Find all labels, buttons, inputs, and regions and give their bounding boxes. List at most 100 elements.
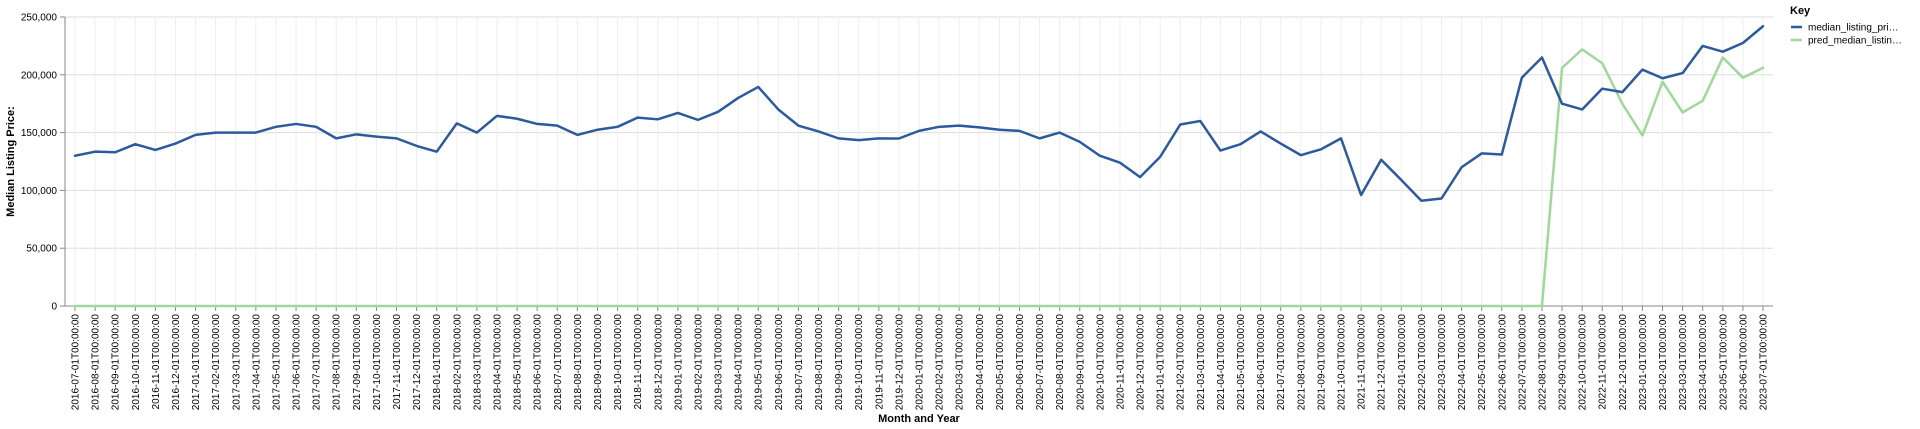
- x-tick-label: 2020-03-01T00:00:00: [955, 314, 966, 411]
- x-tick-label: 2022-01-01T00:00:00: [1397, 314, 1408, 411]
- legend: Key median_listing_pri… pred_median_listi…: [1790, 5, 1902, 47]
- x-tick-label: 2017-02-01T00:00:00: [211, 314, 222, 411]
- x-tick-label: 2023-04-01T00:00:00: [1698, 314, 1709, 411]
- x-tick-label: 2017-06-01T00:00:00: [292, 314, 303, 411]
- x-tick-label: 2021-01-01T00:00:00: [1156, 314, 1167, 411]
- legend-title: Key: [1790, 5, 1811, 17]
- x-tick-label: 2021-10-01T00:00:00: [1337, 314, 1348, 411]
- x-tick-label: 2020-05-01T00:00:00: [995, 314, 1006, 411]
- x-tick-label: 2020-09-01T00:00:00: [1075, 314, 1086, 411]
- x-tick-label: 2017-05-01T00:00:00: [271, 314, 282, 411]
- x-tick-label: 2019-06-01T00:00:00: [774, 314, 785, 411]
- x-tick-label: 2017-12-01T00:00:00: [412, 314, 423, 411]
- x-tick-label: 2022-06-01T00:00:00: [1497, 314, 1508, 411]
- x-tick-label: 2021-09-01T00:00:00: [1316, 314, 1327, 411]
- y-axis-ticks: 0 50,000 100,000 150,000 200,000 250,000: [21, 13, 65, 313]
- x-tick-label: 2023-01-01T00:00:00: [1638, 314, 1649, 411]
- x-tick-label: 2021-06-01T00:00:00: [1256, 314, 1267, 411]
- x-tick-label: 2022-02-01T00:00:00: [1417, 314, 1428, 411]
- x-tick-label: 2020-12-01T00:00:00: [1136, 314, 1147, 411]
- x-tick-label: 2020-01-01T00:00:00: [915, 314, 926, 411]
- x-tick-label: 2018-12-01T00:00:00: [653, 314, 664, 411]
- x-tick-label: 2022-08-01T00:00:00: [1537, 314, 1548, 411]
- x-tick-label: 2017-01-01T00:00:00: [191, 314, 202, 411]
- x-tick-label: 2016-11-01T00:00:00: [151, 314, 162, 410]
- x-tick-label: 2018-11-01T00:00:00: [633, 314, 644, 410]
- x-tick-label: 2019-10-01T00:00:00: [854, 314, 865, 411]
- x-tick-label: 2019-02-01T00:00:00: [693, 314, 704, 411]
- x-tick-label: 2020-07-01T00:00:00: [1035, 314, 1046, 411]
- x-tick-label: 2018-07-01T00:00:00: [553, 314, 564, 411]
- x-axis-title: Month and Year: [878, 413, 960, 425]
- x-tick-label: 2017-11-01T00:00:00: [392, 314, 403, 410]
- x-tick-label: 2023-06-01T00:00:00: [1738, 314, 1749, 411]
- x-tick-label: 2022-04-01T00:00:00: [1457, 314, 1468, 411]
- x-tick-label: 2019-03-01T00:00:00: [714, 314, 725, 411]
- x-axis-ticks: 2016-07-01T00:00:00 2016-08-01T00:00:00 20…: [71, 306, 1770, 410]
- x-tick-label: 2018-10-01T00:00:00: [613, 314, 624, 411]
- x-tick-label: 2021-12-01T00:00:00: [1377, 314, 1388, 411]
- gridlines: [65, 16, 1773, 307]
- x-tick-label: 2022-05-01T00:00:00: [1477, 314, 1488, 411]
- x-tick-label: 2019-09-01T00:00:00: [834, 314, 845, 411]
- x-tick-label: 2018-04-01T00:00:00: [493, 314, 504, 411]
- x-tick-label: 2022-12-01T00:00:00: [1618, 314, 1629, 411]
- x-tick-label: 2021-08-01T00:00:00: [1296, 314, 1307, 411]
- x-tick-label: 2016-10-01T00:00:00: [131, 314, 142, 411]
- x-tick-label: 2019-04-01T00:00:00: [734, 314, 745, 411]
- series-lines: [73, 25, 1765, 308]
- x-tick-label: 2020-02-01T00:00:00: [935, 314, 946, 411]
- x-tick-label: 2016-12-01T00:00:00: [171, 314, 182, 411]
- y-tick-label: 150,000: [21, 128, 58, 139]
- x-tick-label: 2019-08-01T00:00:00: [814, 314, 825, 411]
- x-tick-label: 2020-04-01T00:00:00: [975, 314, 986, 411]
- x-tick-label: 2018-05-01T00:00:00: [513, 314, 524, 411]
- x-tick-label: 2021-11-01T00:00:00: [1357, 314, 1368, 410]
- x-tick-label: 2019-07-01T00:00:00: [794, 314, 805, 411]
- x-tick-label: 2019-12-01T00:00:00: [894, 314, 905, 411]
- x-tick-label: 2020-11-01T00:00:00: [1115, 314, 1126, 410]
- x-tick-label: 2023-02-01T00:00:00: [1658, 314, 1669, 411]
- x-tick-label: 2021-02-01T00:00:00: [1176, 314, 1187, 411]
- x-tick-label: 2017-10-01T00:00:00: [372, 314, 383, 411]
- x-tick-label: 2019-01-01T00:00:00: [673, 314, 684, 411]
- x-tick-label: 2018-06-01T00:00:00: [533, 314, 544, 411]
- y-tick-label: 250,000: [21, 13, 58, 24]
- x-tick-label: 2018-09-01T00:00:00: [593, 314, 604, 411]
- x-tick-label: 2016-08-01T00:00:00: [91, 314, 102, 411]
- y-tick-label: 0: [51, 302, 57, 313]
- legend-label: pred_median_listin…: [1808, 36, 1902, 47]
- x-tick-label: 2017-04-01T00:00:00: [251, 314, 262, 411]
- x-tick-label: 2020-06-01T00:00:00: [1015, 314, 1026, 411]
- x-tick-label: 2016-09-01T00:00:00: [111, 314, 122, 411]
- x-tick-label: 2022-11-01T00:00:00: [1598, 314, 1609, 410]
- y-axis-title: Median Listing Price:: [5, 106, 17, 217]
- x-tick-label: 2018-03-01T00:00:00: [472, 314, 483, 411]
- x-tick-label: 2021-07-01T00:00:00: [1276, 314, 1287, 411]
- x-tick-label: 2020-10-01T00:00:00: [1095, 314, 1106, 411]
- x-tick-label: 2017-07-01T00:00:00: [312, 314, 323, 411]
- x-tick-label: 2018-02-01T00:00:00: [452, 314, 463, 411]
- series-line: [73, 48, 1765, 308]
- x-tick-label: 2018-08-01T00:00:00: [573, 314, 584, 411]
- x-tick-label: 2020-08-01T00:00:00: [1055, 314, 1066, 411]
- x-tick-label: 2018-01-01T00:00:00: [432, 314, 443, 411]
- legend-label: median_listing_pri…: [1808, 23, 1899, 34]
- y-tick-label: 50,000: [26, 244, 57, 255]
- x-tick-label: 2023-03-01T00:00:00: [1678, 314, 1689, 411]
- x-tick-label: 2022-03-01T00:00:00: [1437, 314, 1448, 411]
- x-tick-label: 2021-03-01T00:00:00: [1196, 314, 1207, 411]
- y-tick-label: 100,000: [21, 186, 58, 197]
- x-tick-label: 2022-09-01T00:00:00: [1558, 314, 1569, 411]
- y-tick-label: 200,000: [21, 70, 58, 81]
- x-tick-label: 2021-05-01T00:00:00: [1236, 314, 1247, 411]
- x-tick-label: 2022-07-01T00:00:00: [1517, 314, 1528, 411]
- series-line: [73, 25, 1765, 203]
- x-tick-label: 2017-03-01T00:00:00: [231, 314, 242, 411]
- x-tick-label: 2019-11-01T00:00:00: [874, 314, 885, 410]
- x-tick-label: 2017-09-01T00:00:00: [352, 314, 363, 411]
- x-tick-label: 2022-10-01T00:00:00: [1578, 314, 1589, 411]
- x-tick-label: 2017-08-01T00:00:00: [332, 314, 343, 411]
- x-tick-label: 2016-07-01T00:00:00: [71, 314, 82, 411]
